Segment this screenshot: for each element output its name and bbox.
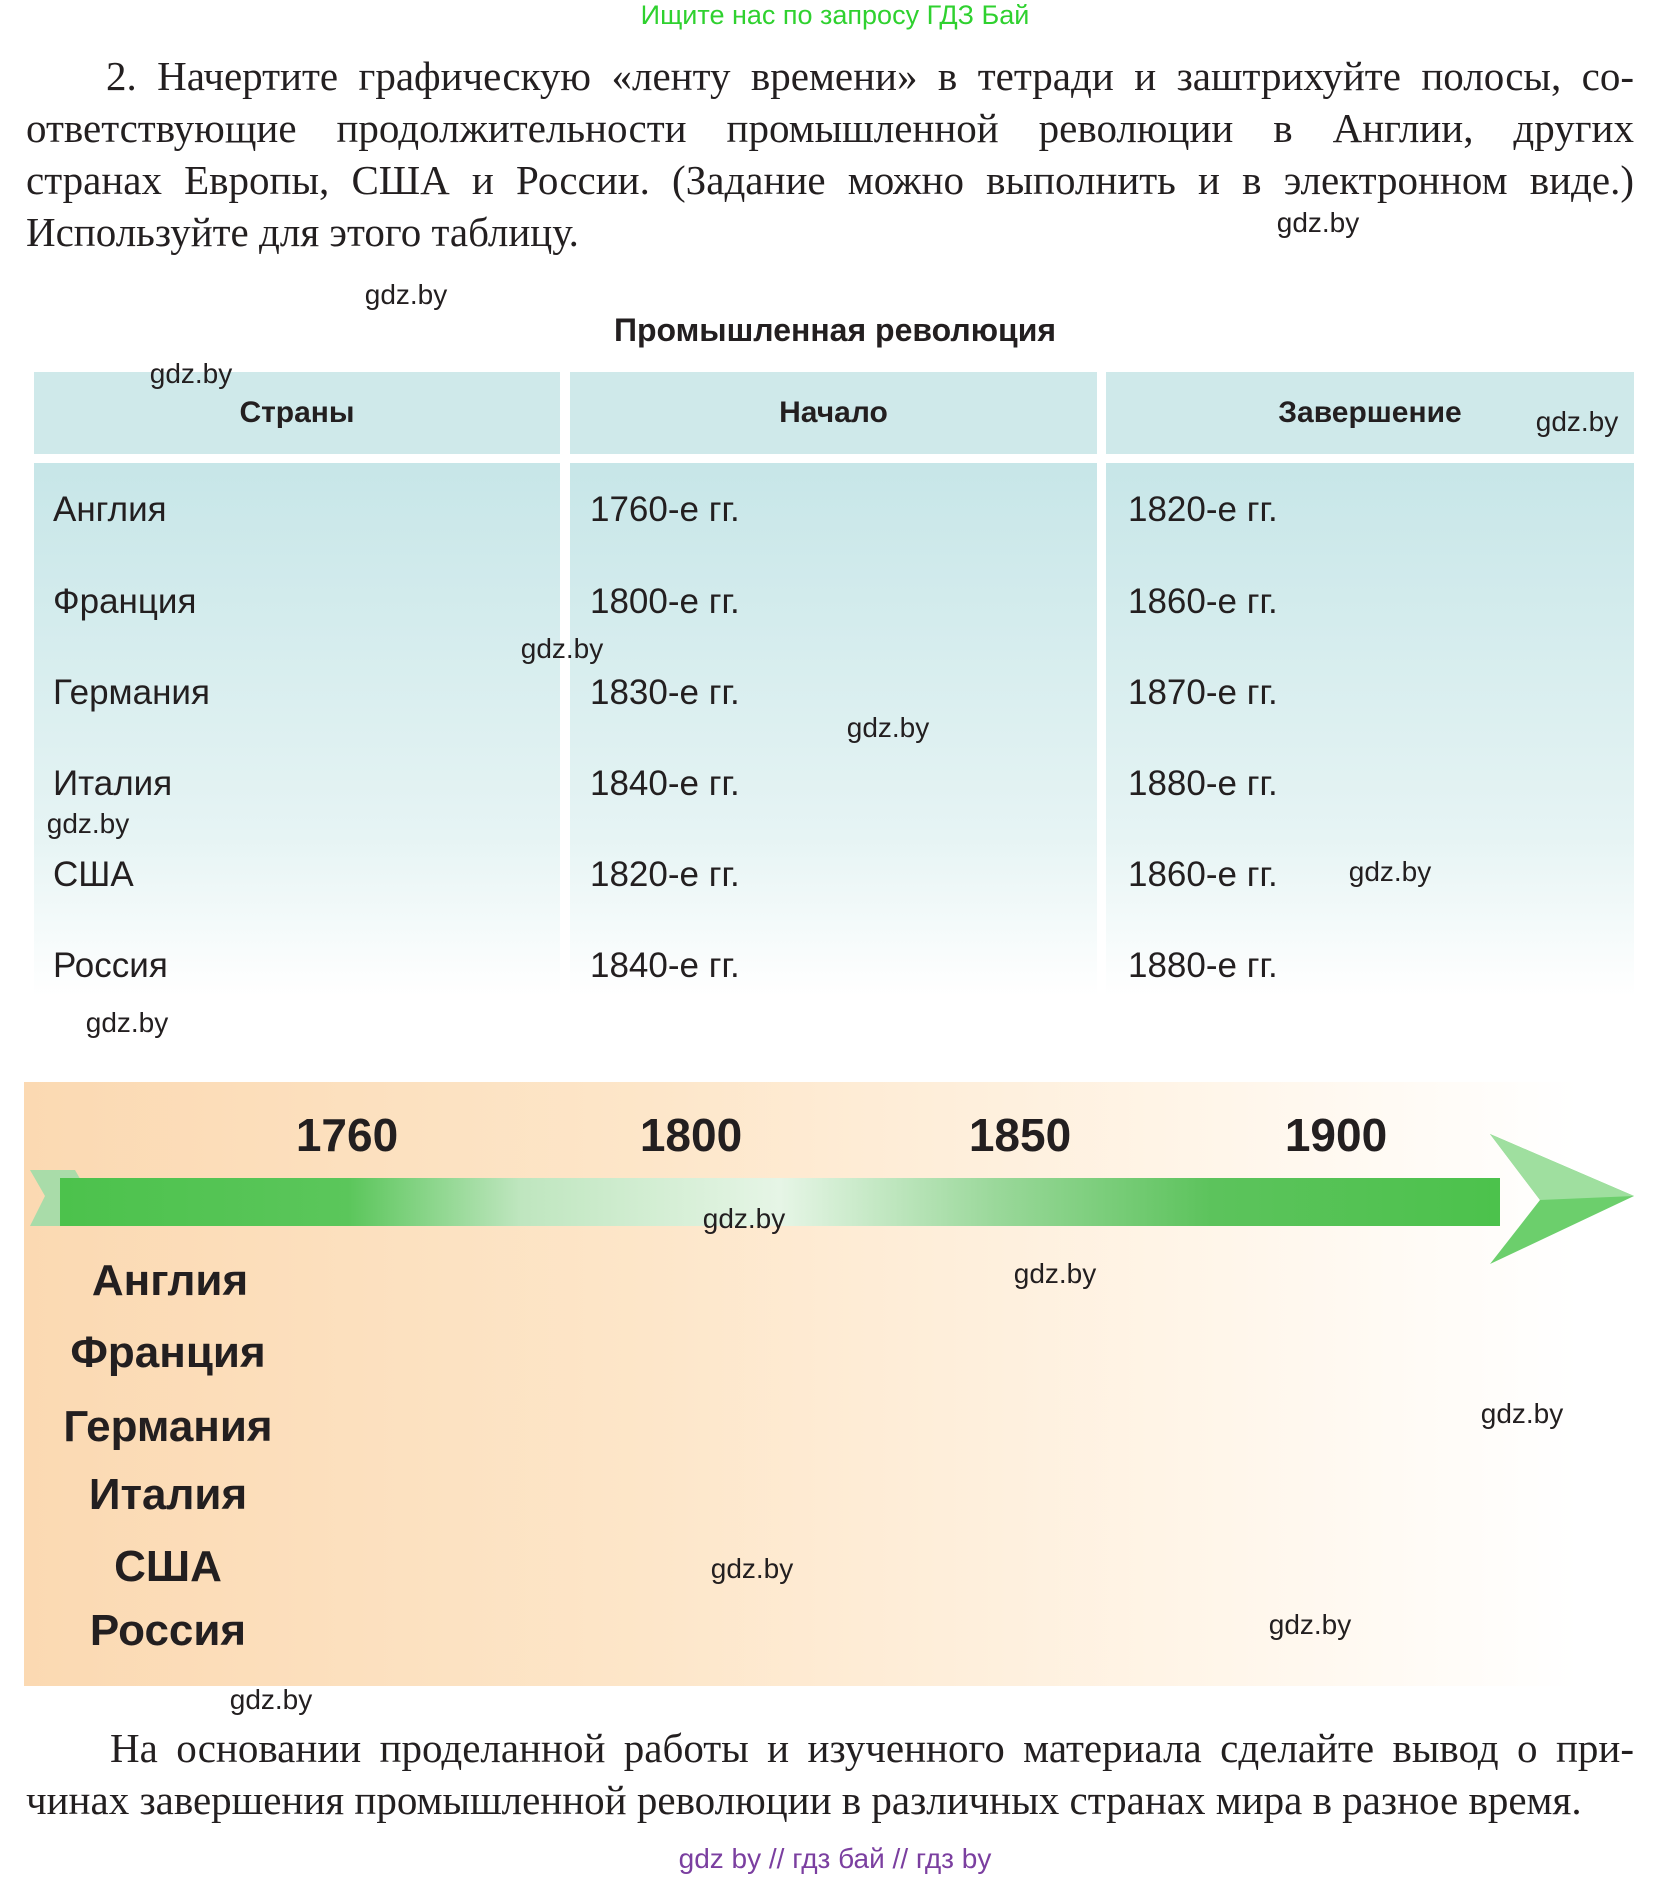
cell-start: 1840-е гг. (590, 764, 740, 803)
table-header-start: Начало (570, 372, 1097, 454)
cell-end: 1880-е гг. (1128, 764, 1278, 803)
cell-end: 1860-е гг. (1128, 582, 1278, 621)
cell-country: Германия (53, 673, 210, 712)
watermark-text: gdz.by (1013, 1258, 1097, 1289)
cell-start: 1800-е гг. (590, 582, 740, 621)
task-line: 2. Начертите графическую «ленту времени»… (106, 53, 1634, 99)
timeline-country-label: США (114, 1542, 222, 1591)
table-title: Промышленная революция (613, 312, 1057, 348)
watermark-text: gdz.by (1480, 1398, 1564, 1429)
cell-country: Италия (53, 764, 173, 803)
watermark-text: gdz.by (85, 1007, 169, 1038)
arrow-bar (60, 1178, 1500, 1226)
watermark-text: gdz.by (710, 1553, 794, 1584)
conclusion-line: чинах завершения промышленной революции … (26, 1777, 1582, 1823)
timeline-year-label: 1850 (968, 1109, 1072, 1161)
task-line: ответствующие продолжительности промышле… (26, 105, 1634, 151)
cell-country: США (53, 855, 134, 894)
watermark-text: gdz.by (1348, 856, 1432, 887)
watermark-text: gdz.by (1268, 1609, 1352, 1640)
conclusion-line: На основании проделанной работы и изучен… (110, 1725, 1634, 1771)
cell-end: 1820-е гг. (1128, 490, 1278, 529)
cell-end: 1880-е гг. (1128, 946, 1278, 985)
table-column (1106, 463, 1634, 996)
watermark-text: gdz.by (1535, 406, 1619, 437)
timeline-year-label: 1900 (1284, 1109, 1388, 1161)
footer-links[interactable]: gdz by // гдз бай // гдз by (678, 1843, 992, 1874)
task-line: Используйте для этого таблицу. (26, 209, 579, 255)
timeline-country-label: Германия (63, 1402, 273, 1451)
task-line: странах Европы, США и России. (Задание м… (26, 157, 1634, 203)
timeline-year-label: 1800 (639, 1109, 743, 1161)
timeline-country-label: Франция (70, 1328, 266, 1377)
watermark-text: gdz.by (46, 808, 130, 839)
search-hint: Ищите нас по запросу ГДЗ Бай (640, 0, 1030, 30)
cell-start: 1760-е гг. (590, 490, 740, 529)
cell-end: 1860-е гг. (1128, 855, 1278, 894)
watermark-text: gdz.by (229, 1684, 313, 1715)
timeline-country-label: Италия (88, 1470, 248, 1519)
table-column (570, 463, 1097, 996)
watermark-text: gdz.by (149, 358, 233, 389)
watermark-text: gdz.by (846, 712, 930, 743)
watermark-text: gdz.by (520, 633, 604, 664)
table-header-countries: Страны (34, 372, 560, 454)
cell-country: Франция (53, 582, 197, 621)
table-header-end: Завершение (1106, 372, 1634, 454)
watermark-text: gdz.by (364, 279, 448, 310)
cell-country: Англия (53, 490, 167, 529)
table-column (34, 463, 560, 996)
cell-start: 1820-е гг. (590, 855, 740, 894)
cell-start: 1840-е гг. (590, 946, 740, 985)
watermark-text: gdz.by (702, 1203, 786, 1234)
timeline-arrow (30, 1134, 1634, 1264)
timeline-year-label: 1760 (295, 1109, 399, 1161)
watermark-text: gdz.by (1276, 207, 1360, 238)
timeline-country-label: Англия (91, 1256, 249, 1305)
cell-start: 1830-е гг. (590, 673, 740, 712)
timeline-country-label: Россия (89, 1606, 247, 1655)
cell-country: Россия (53, 946, 168, 985)
cell-end: 1870-е гг. (1128, 673, 1278, 712)
conclusion-text: На основании проделанной работы и изучен… (26, 1722, 1634, 1826)
task-text: 2. Начертите графическую «ленту времени»… (26, 50, 1634, 258)
